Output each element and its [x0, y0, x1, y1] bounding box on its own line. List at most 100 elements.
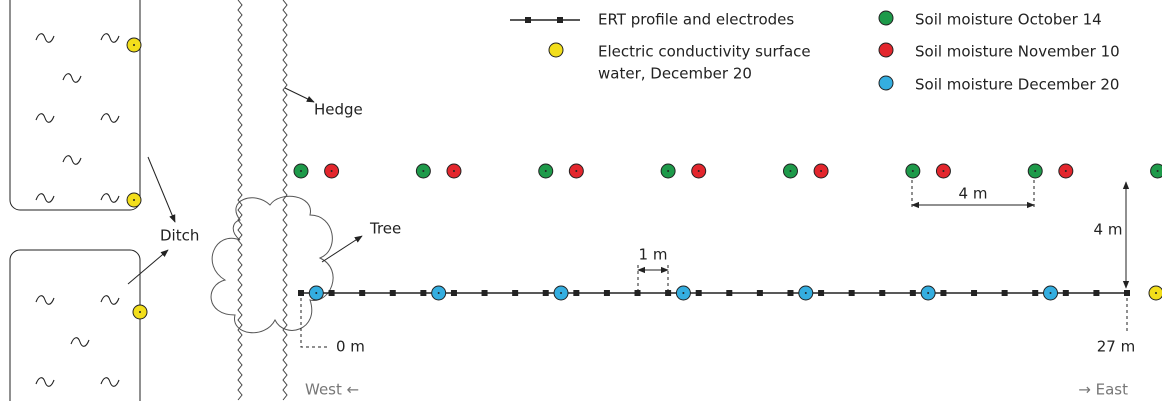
wave-symbol	[100, 295, 120, 305]
electrode	[298, 290, 304, 296]
wave-symbol	[35, 113, 55, 123]
east-label: → East	[1078, 381, 1128, 399]
hedge-line	[237, 0, 243, 401]
electrode	[1124, 290, 1130, 296]
tree-label: Tree	[369, 220, 401, 238]
electrode	[389, 290, 396, 296]
wave-symbol	[35, 377, 55, 387]
wave-symbol	[100, 33, 120, 43]
conductivity-point-dot	[1155, 292, 1157, 294]
electrode	[665, 290, 672, 296]
moisture-dec-dot	[560, 292, 563, 294]
moisture-oct-dot	[1034, 170, 1037, 172]
electrode	[848, 290, 855, 296]
wave-symbol	[35, 295, 55, 305]
electrode	[787, 290, 794, 296]
electrode	[726, 290, 733, 296]
electrode	[512, 290, 519, 296]
wave-symbol	[100, 113, 120, 123]
arrow	[284, 87, 315, 103]
wave-symbol	[62, 73, 82, 83]
moisture-nov-dot	[697, 170, 700, 172]
dimension	[300, 298, 330, 348]
arrow	[147, 156, 176, 223]
moisture-oct-dot	[789, 170, 792, 172]
moisture-nov-dot	[452, 170, 455, 172]
moisture-oct-dot	[422, 170, 425, 172]
electrode	[603, 290, 610, 296]
moisture-dec-dot	[804, 292, 807, 294]
wave-symbol	[62, 155, 82, 165]
legend-label: Soil moisture November 10	[915, 43, 1120, 61]
tree	[210, 195, 334, 334]
wave-symbol	[100, 377, 120, 387]
wave-symbol	[35, 33, 55, 43]
field	[9, 0, 141, 211]
electrode	[1001, 290, 1008, 296]
electrode	[909, 290, 916, 296]
legend-label: Soil moisture October 14	[915, 11, 1102, 29]
moisture-oct-dot	[1156, 170, 1159, 172]
dimension-label: 4 m	[959, 185, 988, 203]
hedge-label: Hedge	[314, 101, 363, 119]
legend-label: Soil moisture December 20	[915, 76, 1119, 94]
legend-marker	[878, 42, 894, 58]
moisture-oct-dot	[300, 170, 302, 172]
profile	[293, 163, 1162, 301]
end-label: 27 m	[1097, 338, 1135, 356]
legend-label: Electric conductivity surface	[598, 43, 811, 61]
moisture-nov-dot	[1064, 170, 1067, 172]
electrode	[542, 290, 549, 296]
legend-label: ERT profile and electrodes	[598, 11, 794, 29]
ditch-label: Ditch	[160, 227, 199, 245]
electrode	[1062, 290, 1069, 296]
dimension-label: 1 m	[639, 246, 668, 264]
moisture-dec-dot	[1049, 292, 1052, 294]
moisture-nov-dot	[575, 170, 578, 172]
moisture-dec-dot	[682, 292, 685, 294]
field	[9, 249, 141, 401]
moisture-dec-dot	[927, 292, 930, 294]
electrode	[328, 290, 335, 296]
electrode	[634, 290, 641, 296]
electrode	[573, 290, 580, 296]
field-symbols	[35, 33, 1162, 387]
west-label: West ←	[305, 381, 359, 399]
dimension-label: 4 m	[1094, 221, 1123, 239]
wave-symbol	[70, 337, 90, 347]
electrode	[818, 290, 825, 296]
legend-marker	[878, 75, 894, 91]
moisture-nov-dot	[942, 170, 945, 172]
moisture-dec-dot	[437, 292, 440, 294]
electrode	[756, 290, 763, 296]
legend-label: water, December 20	[598, 65, 752, 83]
start-label: 0 m	[336, 338, 365, 356]
electrode	[450, 290, 457, 296]
conductivity-point-dot	[133, 199, 135, 201]
hedge-line	[282, 0, 288, 401]
moisture-nov-dot	[820, 170, 823, 172]
electrode	[481, 290, 488, 296]
arrow	[127, 249, 169, 285]
moisture-dec-dot	[315, 292, 318, 294]
electrode	[879, 290, 886, 296]
legend-electrode	[557, 17, 563, 23]
electrode	[420, 290, 427, 296]
moisture-oct-dot	[667, 170, 670, 172]
hedge	[237, 0, 288, 401]
conductivity-point-dot	[133, 44, 135, 46]
moisture-nov-dot	[330, 170, 333, 172]
wave-symbol	[100, 193, 120, 203]
electrode	[940, 290, 947, 296]
moisture-oct-dot	[544, 170, 547, 172]
electrode	[1032, 290, 1039, 296]
legend-marker	[878, 10, 894, 26]
electrode	[971, 290, 978, 296]
moisture-oct-dot	[911, 170, 914, 172]
moisture-oct	[1150, 163, 1162, 179]
conductivity-point-dot	[139, 311, 141, 313]
electrode	[1093, 290, 1100, 296]
electrode	[359, 290, 366, 296]
legend-electrode	[525, 17, 531, 23]
